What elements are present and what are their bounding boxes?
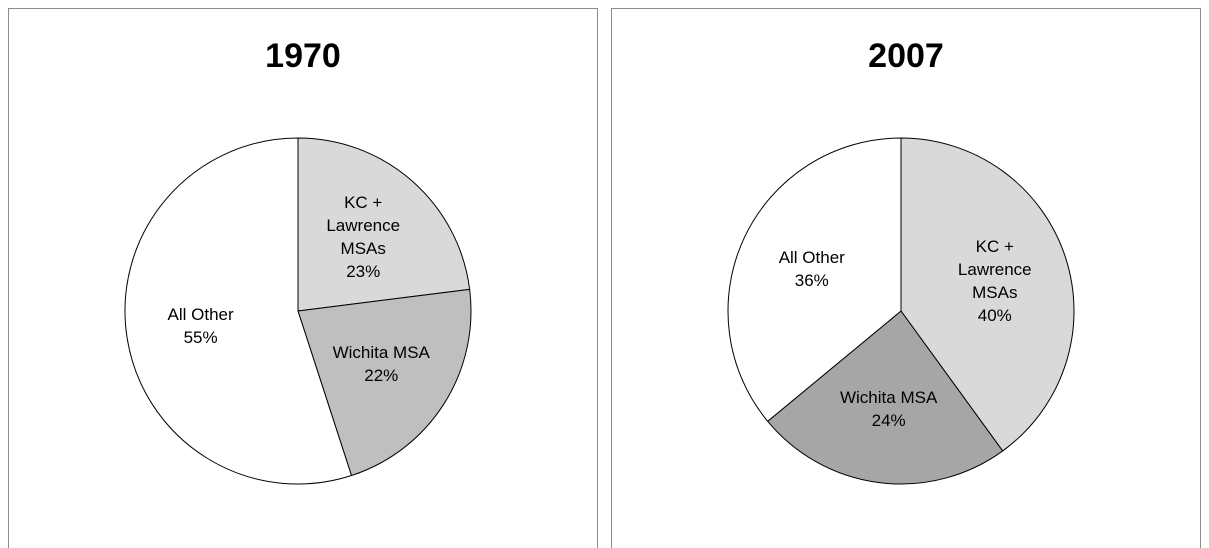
label-text: 36% [794, 271, 829, 290]
label-text: 24% [871, 410, 906, 430]
chart-panel: 1970 KC + Lawrence MSAs 23% Wichita MSA 22%… [8, 8, 598, 548]
label-text: 23% [346, 262, 381, 282]
pie-slice [727, 137, 902, 422]
pie [124, 137, 472, 485]
slice-label: All Other 55% [146, 303, 256, 349]
chart-title: 1970 [265, 37, 341, 75]
pie-slice [297, 288, 472, 477]
label-text: Wichita MSA [332, 342, 430, 362]
pie-slice [900, 137, 1075, 452]
label-text: 40% [977, 305, 1012, 325]
label-text: All Other [167, 305, 234, 325]
pie-slice [297, 137, 471, 312]
slice-label: KC + Lawrence MSAs 40% [940, 235, 1050, 327]
label-text: KC + Lawrence MSAs [326, 193, 401, 259]
pie-slice [766, 310, 1004, 485]
slice-label: Wichita MSA 22% [326, 341, 436, 387]
pie-slice [124, 137, 353, 485]
slice-label: Wichita MSA 24% [834, 386, 944, 432]
slice-label: All Other 36% [757, 246, 867, 292]
chart-panel: 2007 KC + Lawrence MSAs 40% Wichita MSA 24%… [611, 8, 1201, 548]
label-text: 55% [183, 328, 218, 348]
label-text: KC + Lawrence MSAs [957, 236, 1032, 302]
label-text: 22% [364, 365, 399, 385]
label-text: All Other [778, 248, 845, 267]
chart-title: 2007 [868, 37, 944, 75]
slice-label: KC + Lawrence MSAs 23% [308, 191, 418, 283]
pie [727, 137, 1075, 485]
label-text: Wichita MSA [839, 387, 938, 407]
